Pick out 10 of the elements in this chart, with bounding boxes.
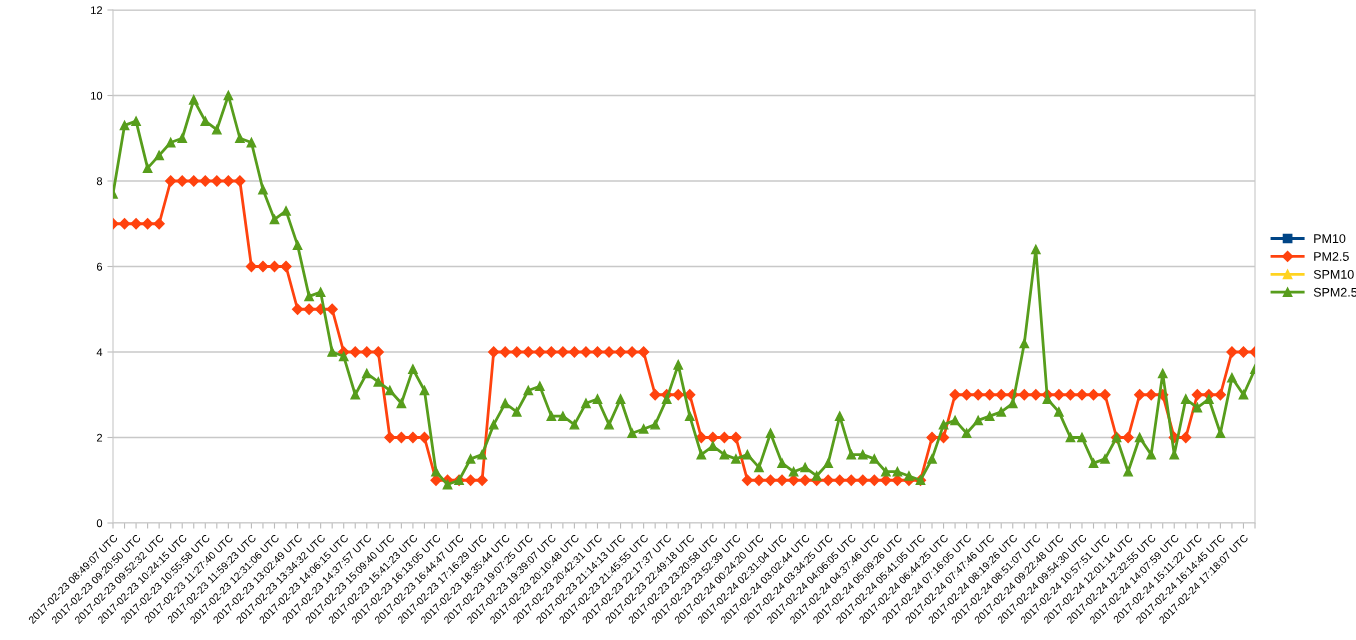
- y-tick-label: 8: [96, 177, 103, 186]
- y-tick-label: 10: [91, 91, 103, 100]
- y-tick-label: 0: [96, 519, 103, 528]
- y-tick-label: 6: [96, 262, 103, 271]
- y-tick-label: 2: [96, 433, 103, 442]
- y-tick-label: 12: [91, 6, 103, 15]
- legend-label: PM10: [1314, 234, 1346, 243]
- legend-label: SPM10: [1313, 269, 1354, 279]
- y-tick-label: 4: [96, 348, 103, 357]
- legend-label: PM2.5: [1314, 252, 1349, 261]
